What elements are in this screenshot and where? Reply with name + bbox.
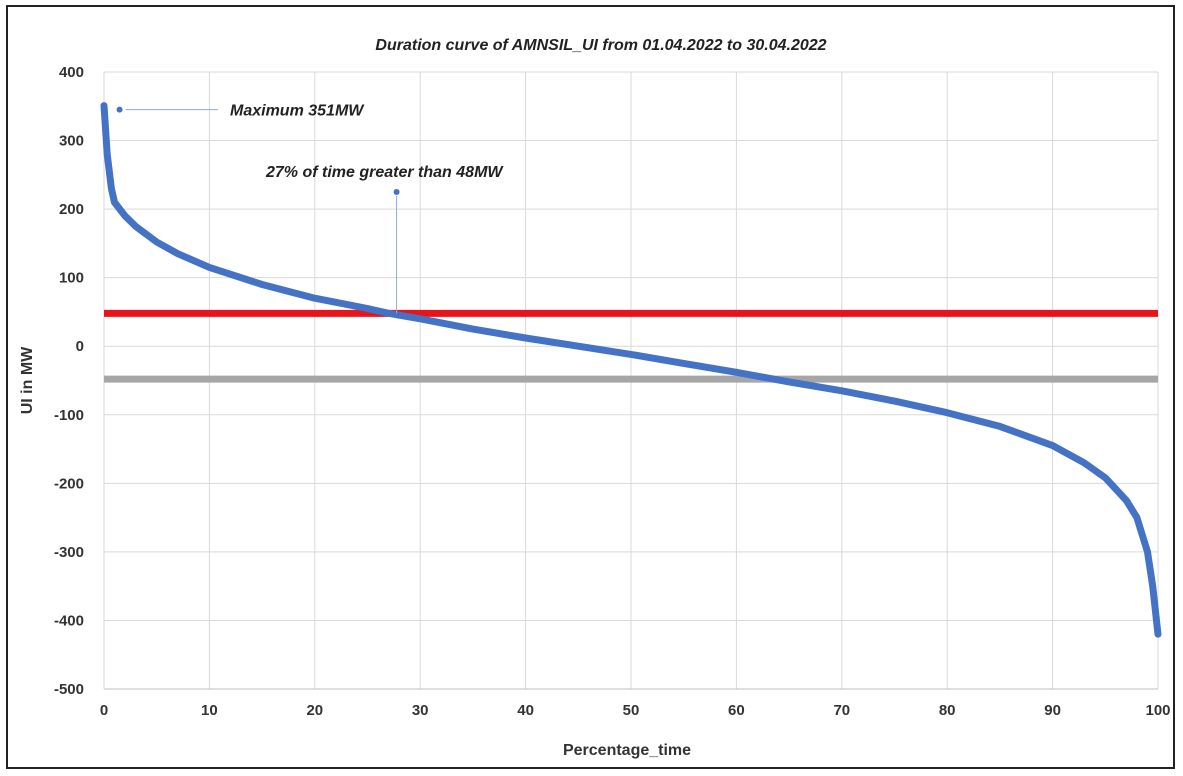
y-axis-title: UI in MW <box>19 346 36 414</box>
y-tick-label: 0 <box>76 338 84 355</box>
y-tick-label: 400 <box>59 64 84 81</box>
annotations: Maximum 351MW 27% of time greater than 48… <box>116 103 504 314</box>
annotation-marker <box>393 188 400 195</box>
reference-lines <box>104 309 1158 383</box>
y-tick-label: -500 <box>54 681 84 698</box>
y-tick-label: 100 <box>59 270 84 287</box>
x-tick-label: 10 <box>201 702 218 719</box>
x-tick-label: 0 <box>100 702 108 719</box>
y-tick-label: -200 <box>54 475 84 492</box>
annotation-label: 27% of time greater than 48MW <box>265 164 504 181</box>
chart-frame: Maximum 351MW 27% of time greater than 48… <box>6 5 1175 769</box>
x-tick-label: 20 <box>306 702 323 719</box>
series-layer <box>100 102 1162 638</box>
x-tick-label: 60 <box>728 702 745 719</box>
y-tick-label: -400 <box>54 612 84 629</box>
x-tick-label: 40 <box>517 702 534 719</box>
x-tick-label: 80 <box>939 702 956 719</box>
grid <box>103 71 1159 690</box>
annotation-marker <box>116 106 123 113</box>
y-tick-label: 300 <box>59 133 84 150</box>
x-tick-label: 70 <box>833 702 850 719</box>
x-tick-label: 100 <box>1145 702 1170 719</box>
x-tick-label: 30 <box>412 702 429 719</box>
annotation-label: Maximum 351MW <box>230 103 365 120</box>
axes: 0 10 20 30 40 50 60 70 80 90 100 400 300 200 100 0 -100 -… <box>54 64 1171 719</box>
x-tick-label: 90 <box>1044 702 1061 719</box>
duration-curve-chart: Maximum 351MW 27% of time greater than 48… <box>19 37 1171 759</box>
x-axis-title: Percentage_time <box>563 742 691 759</box>
duration-curve-line <box>100 102 1162 638</box>
y-tick-label: -100 <box>54 407 84 424</box>
y-tick-label: 200 <box>59 201 84 218</box>
y-tick-label: -300 <box>54 544 84 561</box>
x-tick-label: 50 <box>623 702 640 719</box>
chart-title: Duration curve of AMNSIL_UI from 01.04.2… <box>375 37 826 54</box>
